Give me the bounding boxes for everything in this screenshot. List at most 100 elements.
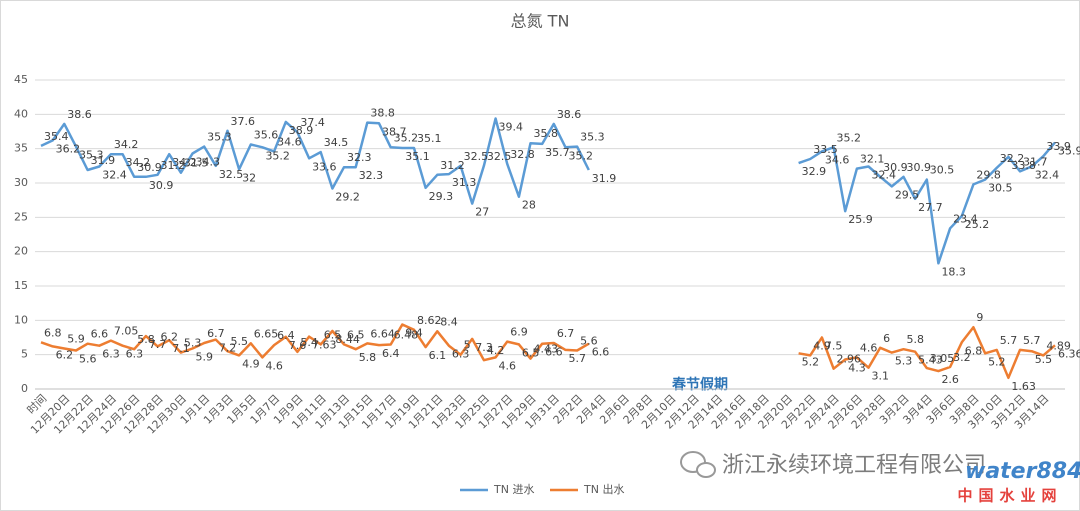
data-label: 7.6 xyxy=(289,339,307,352)
chart-title: 总氮 TN xyxy=(511,12,570,31)
data-label: 6.7 xyxy=(207,327,225,340)
data-label: 7.7 xyxy=(149,338,167,351)
y-tick-label: 15 xyxy=(14,279,28,292)
data-label: 5.5 xyxy=(1035,353,1053,366)
data-label: 6.65 xyxy=(254,327,278,340)
data-label: 6.7 xyxy=(557,327,575,340)
data-label: 31.3 xyxy=(452,176,477,189)
data-label: 27 xyxy=(475,206,489,219)
data-label: 38.9 xyxy=(289,124,314,137)
data-label: 38.6 xyxy=(557,108,582,121)
data-label: 5.6 xyxy=(580,335,598,348)
data-label: 35.1 xyxy=(417,132,442,145)
data-label: 29.3 xyxy=(429,190,454,203)
data-label: 5 xyxy=(464,339,471,352)
data-label: 4.2 xyxy=(487,344,505,357)
data-label: 6.9 xyxy=(510,326,528,339)
data-label: 4.6 xyxy=(499,359,517,372)
y-tick-label: 5 xyxy=(21,348,28,361)
data-label: 7.63 xyxy=(312,339,337,352)
data-label: 31.9 xyxy=(592,172,617,185)
data-label: 35.2 xyxy=(568,149,593,162)
data-label: 32.5 xyxy=(487,150,512,163)
data-label: 7.05 xyxy=(114,325,138,338)
data-label: 35.2 xyxy=(394,131,419,144)
data-label: 6.6 xyxy=(91,328,109,341)
data-label: 30.9 xyxy=(883,161,908,174)
data-label: 31.2 xyxy=(440,159,465,172)
data-label: 23.4 xyxy=(953,212,978,225)
data-label: 6.3 xyxy=(126,348,144,361)
data-label: 5.43 xyxy=(918,354,943,367)
data-label: 37.6 xyxy=(230,115,255,128)
data-label: 5.8 xyxy=(137,333,155,346)
data-label: 3.1 xyxy=(872,370,890,383)
data-label: 32.3 xyxy=(347,151,372,164)
data-label: 6.64 xyxy=(370,327,395,340)
data-label: 18.3 xyxy=(941,265,966,278)
data-label: 5.2 xyxy=(802,355,820,368)
logo: water8848 xyxy=(965,459,1080,484)
data-label: 3.2 xyxy=(953,351,971,364)
data-label: 2.6 xyxy=(941,373,959,386)
data-label: 3.05 xyxy=(930,352,955,365)
data-label: 8.4 xyxy=(440,315,458,328)
data-label: 6.3 xyxy=(102,348,120,361)
data-label: 35.8 xyxy=(534,127,559,140)
data-label: 35.3 xyxy=(580,131,605,144)
data-label: 30.5 xyxy=(930,164,955,177)
data-label: 6.1 xyxy=(429,349,447,362)
data-label: 6.5 xyxy=(522,346,540,359)
data-label: 37.4 xyxy=(300,116,325,129)
data-label: 35.2 xyxy=(837,131,862,144)
data-label: 35.4 xyxy=(44,130,69,143)
data-label: 32.3 xyxy=(359,169,384,182)
data-label: 4.9 xyxy=(242,357,260,370)
data-label: 38.7 xyxy=(382,125,407,138)
data-label: 31.9 xyxy=(91,154,116,167)
data-label: 35.6 xyxy=(254,129,278,142)
data-label: 9 xyxy=(976,311,983,324)
watermark-text: 浙江永续环境工程有限公司 xyxy=(722,453,986,478)
data-label: 7.2 xyxy=(219,342,237,355)
data-label: 34.2 xyxy=(114,138,138,151)
data-label: 6.4 xyxy=(277,329,295,342)
data-label: 31.5 xyxy=(184,157,209,170)
data-label: 30.5 xyxy=(988,182,1013,195)
data-label: 5.7 xyxy=(1023,334,1040,347)
data-label: 4.9 xyxy=(813,339,831,352)
data-label: 27.7 xyxy=(918,201,943,214)
data-label: 4.6 xyxy=(265,359,283,372)
y-tick-label: 45 xyxy=(14,73,28,86)
data-label: 5.8 xyxy=(359,351,377,364)
data-label: 7.3 xyxy=(475,341,493,354)
logo-sub: 中国水业网 xyxy=(957,487,1062,505)
data-label: 5.5 xyxy=(230,335,248,348)
data-label: 29.8 xyxy=(976,168,1001,181)
data-label: 29.2 xyxy=(335,190,360,203)
data-label: 6.5 xyxy=(324,328,342,341)
legend-label: TN 进水 xyxy=(493,483,534,496)
annotation: 春节假期 xyxy=(671,376,728,393)
data-label: 5.8 xyxy=(906,333,924,346)
data-label: 30.9 xyxy=(906,161,931,174)
data-label: 5.2 xyxy=(988,355,1006,368)
data-label: 4.43 xyxy=(534,343,559,356)
data-label: 6 xyxy=(883,332,890,345)
data-label: 32 xyxy=(242,171,256,184)
watermark: 浙江永续环境工程有限公司 water8848 中国水业网 xyxy=(680,451,1080,505)
data-label: 1.63 xyxy=(1011,380,1036,393)
data-label: 5.7 xyxy=(1000,334,1018,347)
data-label: 5.3 xyxy=(895,355,913,368)
data-label: 34.2 xyxy=(126,156,151,169)
data-label: 6.6 xyxy=(592,346,610,359)
y-tick-label: 30 xyxy=(14,176,28,189)
data-label: 34.5 xyxy=(324,136,349,149)
data-label: 5.9 xyxy=(196,350,214,363)
data-label: 34.2 xyxy=(172,156,197,169)
data-label: 32.8 xyxy=(510,148,535,161)
data-label: 32.4 xyxy=(872,169,897,182)
y-tick-label: 20 xyxy=(14,245,28,258)
data-label: 31.2 xyxy=(161,159,186,172)
